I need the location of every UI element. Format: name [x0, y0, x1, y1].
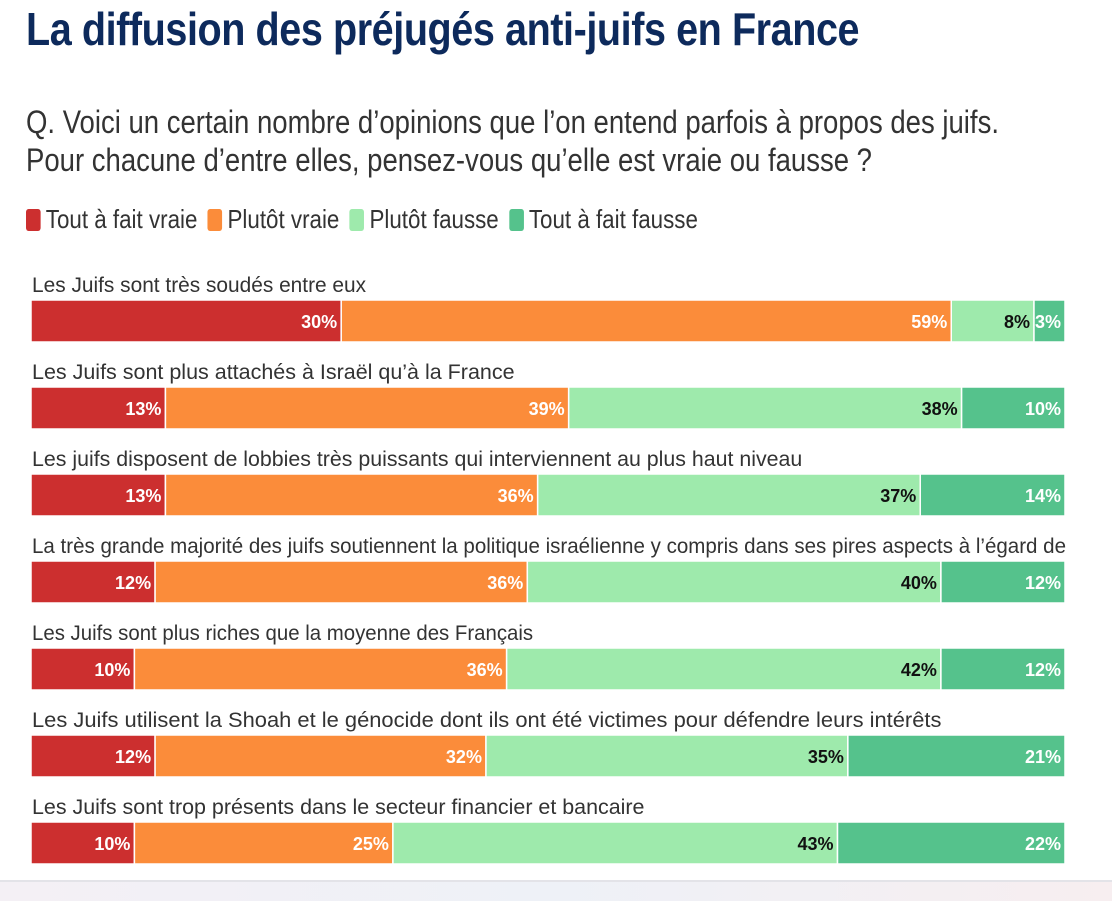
chart-title: La diffusion des préjugés anti-juifs en …	[26, 3, 860, 55]
legend-label: Plutôt fausse	[369, 204, 499, 234]
data-label: 59%	[911, 312, 947, 332]
data-label: 36%	[498, 486, 534, 506]
bar-segment-plutot-vraie	[133, 647, 508, 691]
bar-segment-plutot-fausse	[485, 734, 849, 778]
bar-segment-tout-a-fait-vraie	[30, 299, 342, 343]
bar-segment-tout-a-fait-vraie	[30, 473, 167, 517]
data-label: 10%	[1025, 399, 1061, 419]
data-label: 30%	[301, 312, 337, 332]
data-label: 43%	[797, 834, 833, 854]
legend-item-plutot-vraie: Plutôt vraie	[207, 204, 340, 235]
bar-segment-tout-a-fait-fausse	[940, 647, 1066, 691]
legend-swatch	[26, 208, 41, 231]
category-label: Les Juifs utilisent la Shoah et le génoc…	[32, 709, 941, 732]
category-label: Les Juifs sont plus attachés à Israël qu…	[32, 361, 515, 384]
stacked-bar-chart: Les Juifs sont très soudés entre eux 30% 5…	[30, 274, 1066, 865]
bar-segment-tout-a-fait-fausse	[1033, 299, 1066, 343]
bar-segment-tout-a-fait-fausse	[836, 821, 1066, 865]
data-label: 22%	[1025, 834, 1061, 854]
data-label: 12%	[115, 573, 151, 593]
bar-segment-plutot-vraie	[154, 560, 529, 604]
bar-segment-tout-a-fait-fausse	[919, 473, 1066, 517]
data-label: 13%	[125, 399, 161, 419]
bar-segment-tout-a-fait-fausse	[960, 386, 1066, 430]
data-label: 14%	[1025, 486, 1061, 506]
bar-segment-plutot-vraie	[154, 734, 487, 778]
data-label: 39%	[529, 399, 565, 419]
data-label: 36%	[467, 660, 503, 680]
category-label: La très grande majorité des juifs soutie…	[32, 535, 1066, 558]
data-label: 40%	[901, 573, 937, 593]
bar-segment-tout-a-fait-vraie	[30, 647, 136, 691]
data-label: 12%	[1025, 660, 1061, 680]
legend-swatch	[207, 208, 223, 231]
bar-segment-plutot-vraie	[164, 386, 570, 430]
data-label: 21%	[1025, 747, 1061, 767]
chart-subtitle: Q. Voici un certain nombre d’opinions qu…	[26, 104, 999, 178]
data-label: 25%	[353, 834, 389, 854]
legend-label: Tout à fait vraie	[45, 204, 198, 234]
bar-segment-tout-a-fait-fausse	[847, 734, 1066, 778]
bar-segment-plutot-fausse	[536, 473, 921, 517]
data-label: 38%	[922, 399, 958, 419]
bar-segment-tout-a-fait-fausse	[940, 560, 1066, 604]
window-bottom-edge	[0, 880, 1112, 901]
legend-item-plutot-fausse: Plutôt fausse	[349, 204, 499, 235]
data-label: 35%	[808, 747, 844, 767]
data-label: 12%	[115, 747, 151, 767]
legend: Tout à fait vraie Plutôt vraie Plutôt fa…	[26, 204, 708, 235]
legend-swatch	[349, 208, 365, 231]
bar-segment-plutot-fausse	[567, 386, 963, 430]
data-label: 32%	[446, 747, 482, 767]
category-label: Les Juifs sont plus riches que la moyenn…	[32, 622, 533, 645]
legend-label: Tout à fait fausse	[528, 204, 698, 234]
bar-segment-tout-a-fait-vraie	[30, 386, 167, 430]
bar-segment-plutot-fausse	[505, 647, 942, 691]
legend-item-tout-a-fait-fausse: Tout à fait fausse	[509, 204, 698, 235]
legend-swatch	[509, 208, 524, 231]
data-label: 36%	[487, 573, 523, 593]
bar-segment-tout-a-fait-vraie	[30, 821, 136, 865]
bar-segment-tout-a-fait-vraie	[30, 560, 156, 604]
bar-segment-plutot-vraie	[340, 299, 953, 343]
data-label: 10%	[94, 834, 130, 854]
legend-item-tout-a-fait-vraie: Tout à fait vraie	[26, 204, 197, 235]
category-label: Les Juifs sont trop présents dans le sec…	[32, 796, 644, 819]
data-label: 37%	[880, 486, 916, 506]
bar-segment-plutot-fausse	[526, 560, 942, 604]
data-label: 12%	[1025, 573, 1061, 593]
bar-segment-plutot-fausse	[950, 299, 1035, 343]
bar-segment-plutot-vraie	[164, 473, 539, 517]
data-label: 3%	[1035, 312, 1061, 332]
data-label: 10%	[94, 660, 130, 680]
bar-segment-plutot-fausse	[392, 821, 839, 865]
legend-label: Plutôt vraie	[227, 204, 340, 234]
category-label: Les juifs disposent de lobbies très puis…	[32, 448, 802, 471]
data-label: 8%	[1004, 312, 1030, 332]
category-label: Les Juifs sont très soudés entre eux	[32, 274, 367, 297]
data-label: 42%	[901, 660, 937, 680]
data-label: 13%	[125, 486, 161, 506]
